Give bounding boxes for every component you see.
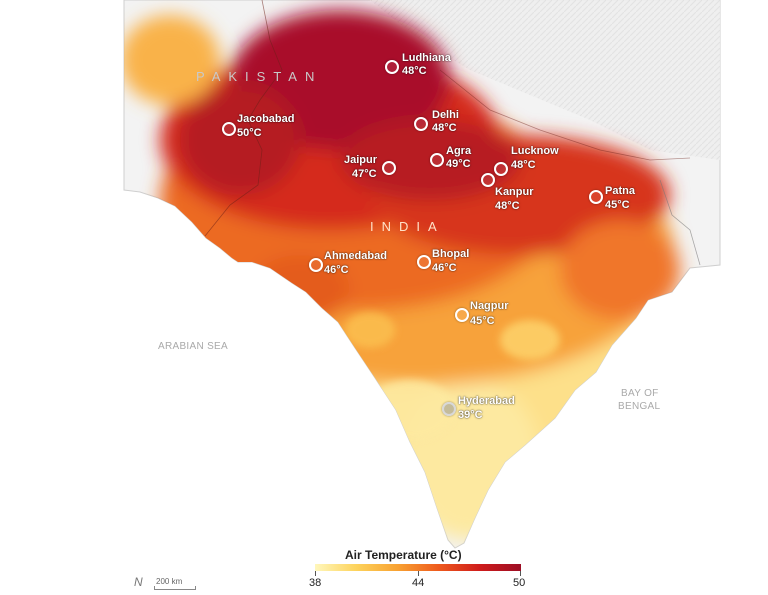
city-temperature: 46°C (432, 262, 457, 274)
legend-tick (315, 571, 316, 576)
city-name: Kanpur (495, 186, 534, 198)
city-temperature: 45°C (605, 199, 630, 211)
city-marker-icon (382, 161, 396, 175)
city-temperature: 48°C (402, 65, 427, 77)
city-marker-icon (494, 162, 508, 176)
india-nepal-border (439, 69, 691, 161)
scale-bar (154, 586, 196, 590)
city-name: Nagpur (470, 300, 509, 312)
city-name: Lucknow (511, 145, 559, 157)
city-name: Ahmedabad (324, 250, 387, 262)
city-marker-icon (481, 173, 495, 187)
pakistan-india-border (204, 0, 283, 237)
city-temperature: 47°C (352, 168, 377, 180)
city-temperature: 50°C (237, 127, 262, 139)
bangladesh-border (659, 179, 701, 266)
city-name: Delhi (432, 109, 459, 121)
city-name: Jaipur (344, 154, 378, 166)
city-temperature: 49°C (446, 158, 471, 170)
city-temperature: 39°C (458, 409, 483, 421)
country-label-india: INDIA (370, 219, 445, 234)
city-marker-icon (417, 255, 431, 269)
country-label-pakistan: PAKISTAN (196, 69, 323, 84)
city-marker-icon (309, 258, 323, 272)
water-label-bay-of-bengal-line1: BAY OF (621, 388, 659, 399)
city-temperature: 48°C (511, 159, 536, 171)
city-name: Bhopal (432, 248, 470, 260)
legend-title: Air Temperature (°C) (345, 548, 462, 562)
city-marker-icon (414, 117, 428, 131)
city-name: Patna (605, 185, 635, 197)
city-name: Jacobabad (237, 113, 295, 125)
scale-bar-label: 200 km (156, 577, 183, 586)
water-label-arabian-sea: ARABIAN SEA (158, 341, 228, 352)
legend-tick (418, 571, 419, 576)
city-name: Ludhiana (402, 52, 451, 64)
north-arrow-icon: N (134, 575, 143, 589)
city-marker-icon (455, 308, 469, 322)
city-marker-icon (385, 60, 399, 74)
legend-tick-label-44: 44 (412, 577, 425, 589)
city-temperature: 48°C (495, 200, 520, 212)
city-name: Hyderabad (458, 395, 515, 407)
legend-tick-label-50: 50 (513, 577, 526, 589)
legend-color-bar (315, 564, 521, 571)
city-marker-icon (430, 153, 444, 167)
water-label-bay-of-bengal-line2: BENGAL (618, 401, 661, 412)
city-marker-icon (222, 122, 236, 136)
city-name: Agra (446, 145, 472, 157)
mountain-relief (370, 0, 720, 160)
legend-tick-label-38: 38 (309, 577, 322, 589)
city-temperature: 46°C (324, 264, 349, 276)
city-marker-icon (589, 190, 603, 204)
legend-tick (520, 571, 521, 576)
city-temperature: 48°C (432, 122, 457, 134)
city-marker-icon (442, 402, 456, 416)
city-temperature: 45°C (470, 315, 495, 327)
